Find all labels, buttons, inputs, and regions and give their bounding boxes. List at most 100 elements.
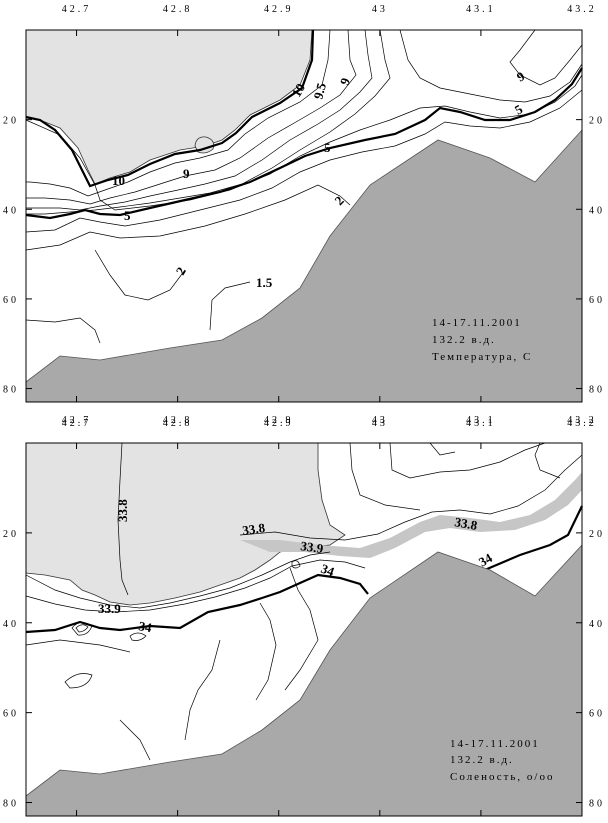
- x-tick-label: 42.9: [264, 418, 294, 429]
- isotherm-9-b: [509, 29, 583, 86]
- y-tick-label: 20: [589, 529, 605, 540]
- isotherm-5: [25, 67, 583, 220]
- isohaline-thin: [389, 442, 546, 479]
- contour-label: 2: [173, 264, 189, 277]
- x-tick-label: 43.2: [567, 415, 597, 426]
- info-block: 14-17.11.2001 132.2 в.д. Соленость, о/оо: [450, 738, 555, 783]
- isohaline-thin: [534, 442, 561, 479]
- isotherm-thin: [94, 249, 186, 301]
- isotherm-thin: [399, 29, 583, 103]
- x-tick-label: 43.1: [466, 418, 496, 429]
- isohaline-thin: [349, 442, 421, 511]
- axes: 42.7 42.7 42.8 42.8 42.9 42.9 43 43 43.1 43.1 43.2…: [3, 4, 605, 426]
- closed-contour: [291, 560, 301, 569]
- contour-labels: 10 9.5 9 9 5 10 9 5 5 2 2 1.5: [112, 68, 528, 290]
- x-tick-label: 43.2: [567, 4, 597, 15]
- contour-label: 33.9: [98, 601, 121, 616]
- isotherm-thin: [25, 74, 583, 211]
- plot-frame: [25, 442, 583, 817]
- isotherm-thin: [25, 317, 101, 344]
- info-date: 14-17.11.2001: [432, 317, 522, 329]
- y-tick-label: 20: [3, 116, 19, 127]
- plot-frame: [25, 29, 583, 403]
- warm-water-region: [25, 29, 313, 185]
- y-tick-label: 80: [3, 385, 19, 396]
- isohaline-thin: [119, 719, 151, 761]
- x-tick-label: 42.7: [62, 4, 92, 15]
- contour-label: 33.9: [300, 538, 325, 556]
- isohaline-thin: [25, 551, 331, 609]
- contour-label: 5: [512, 101, 526, 117]
- x-tick-label: 42.8: [163, 4, 193, 15]
- contour-label: 9.5: [310, 81, 329, 101]
- contour-label: 9: [183, 166, 190, 181]
- x-tick-label: 42.7: [62, 415, 92, 426]
- x-tick-label: 43.2: [567, 418, 597, 429]
- x-tick-label: 43: [372, 418, 388, 429]
- y-tick-label: 80: [589, 385, 605, 396]
- x-tick-label: 42.9: [264, 4, 294, 15]
- isotherm-9-5: [26, 29, 331, 197]
- info-block: 14-17.11.2001 132.2 в.д. Температура, С: [432, 317, 532, 363]
- low-salinity-region: [25, 442, 346, 606]
- contour-label: 33.8: [453, 514, 479, 533]
- isotherm-10: [25, 29, 315, 188]
- isotherm-2: [25, 184, 351, 251]
- contour-label: 9: [514, 68, 528, 84]
- info-variable: Температура, С: [432, 351, 532, 363]
- temperature-panel: 10 9.5 9 9 5 10 9 5 5 2 2 1.5 14-17.11.2…: [3, 4, 605, 426]
- halocline-band: [240, 472, 582, 558]
- x-tick-label: 43.1: [466, 415, 496, 426]
- x-tick-label: 42.8: [163, 415, 193, 426]
- y-tick-label: 60: [3, 709, 19, 720]
- info-date: 14-17.11.2001: [450, 738, 540, 750]
- isohaline-thin: [25, 559, 366, 613]
- isohaline-thin: [239, 454, 583, 541]
- x-tick-label: 42.7: [62, 418, 92, 429]
- isohaline-thin: [255, 602, 277, 701]
- x-tick-label: 43.1: [466, 4, 496, 15]
- isotherm-1-5: [209, 281, 251, 331]
- contour-label: 34: [319, 561, 337, 580]
- isohaline-thin: [184, 639, 221, 741]
- info-variable: Соленость, о/оо: [450, 771, 555, 783]
- contour-label: 34: [137, 618, 153, 635]
- y-tick-label: 40: [3, 619, 19, 630]
- isotherm-thin: [25, 89, 583, 233]
- y-tick-label: 40: [3, 205, 19, 216]
- contour-label: 10: [112, 173, 125, 188]
- y-tick-label: 40: [589, 619, 605, 630]
- isotherm-9: [26, 29, 357, 205]
- contour-label: 33.8: [241, 520, 266, 538]
- contour-label: 10: [289, 81, 308, 100]
- contour-label: 1.5: [256, 275, 273, 290]
- isohaline-thin: [25, 639, 131, 653]
- info-longitude: 132.2 в.д.: [450, 754, 514, 766]
- y-tick-label: 80: [3, 799, 19, 810]
- x-tick-label: 42.9: [264, 415, 294, 426]
- y-tick-label: 40: [589, 205, 605, 216]
- contour-label: 9: [337, 75, 353, 87]
- info-longitude: 132.2 в.д.: [432, 334, 496, 346]
- x-tick-label: 43: [372, 415, 388, 426]
- isohaline-34-b: [479, 505, 583, 574]
- y-tick-label: 60: [589, 295, 605, 306]
- x-tick-label: 42.8: [163, 418, 193, 429]
- closed-contour: [129, 632, 147, 641]
- axes: 42.7 42.8 42.9 43 43.1 43.2 20 20 40 40 60 60 80 80: [3, 418, 605, 816]
- closed-contour: [71, 622, 93, 636]
- isohaline-33-8: [117, 442, 129, 596]
- salinity-panel: 33.8 33.8 33.9 34 33.8 34 33.9 34 14-17.…: [3, 418, 605, 817]
- y-tick-label: 60: [589, 709, 605, 720]
- isohaline-thin: [429, 442, 456, 456]
- isohaline-thin: [284, 567, 319, 691]
- x-tick-label: 43: [372, 4, 388, 15]
- closed-contour: [75, 624, 89, 633]
- y-tick-label: 80: [589, 799, 605, 810]
- y-tick-label: 20: [589, 116, 605, 127]
- contour-label: 33.8: [115, 499, 130, 522]
- isotherm-thin: [26, 29, 373, 211]
- y-tick-label: 20: [3, 529, 19, 540]
- contour-labels: 33.8 33.8 33.9 34 33.8 34 33.9 34: [98, 499, 495, 636]
